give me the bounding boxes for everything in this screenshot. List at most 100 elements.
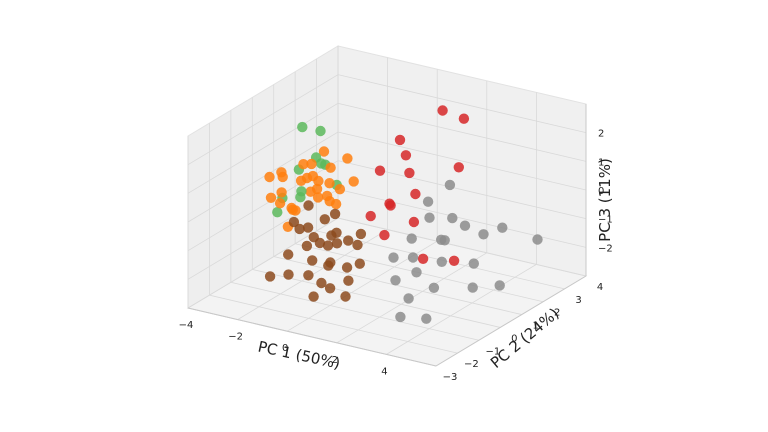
data-point	[265, 192, 277, 203]
data-point	[322, 240, 334, 251]
data-point	[290, 205, 301, 216]
z-tick-label: 2	[598, 129, 604, 140]
data-point	[532, 234, 543, 245]
data-point	[355, 228, 367, 240]
data-point	[406, 233, 417, 244]
data-point	[494, 280, 505, 291]
data-point	[421, 313, 432, 324]
data-point	[283, 249, 294, 260]
data-point	[325, 162, 336, 173]
data-point	[306, 158, 317, 170]
z-tick-label: 1	[598, 157, 604, 168]
z-tick-label: −1	[598, 215, 613, 226]
data-point	[403, 293, 414, 304]
data-point	[307, 170, 319, 182]
data-point	[424, 212, 435, 223]
data-point	[330, 198, 342, 210]
x-tick-label: 2	[332, 355, 338, 366]
data-point	[417, 253, 429, 264]
y-tick-label: −3	[443, 372, 458, 383]
z-grid-line	[187, 74, 587, 166]
data-point	[296, 186, 307, 197]
y-tick-label: 2	[554, 308, 560, 319]
data-point	[311, 183, 323, 195]
data-point	[439, 235, 450, 246]
data-point	[276, 187, 287, 198]
axis-lines	[187, 104, 587, 367]
data-point	[436, 256, 447, 267]
z-axis-label: PC 3 (11%)	[596, 158, 614, 242]
data-point	[318, 146, 330, 157]
data-point	[410, 188, 421, 200]
data-point	[303, 270, 314, 281]
data-point	[395, 311, 406, 323]
data-point	[319, 214, 330, 225]
x-axis-label: PC 1 (50%)	[256, 338, 342, 373]
data-point	[390, 275, 401, 286]
data-point	[343, 275, 354, 286]
data-point	[308, 291, 319, 302]
data-point	[331, 238, 343, 249]
data-point	[352, 239, 363, 251]
data-point	[458, 113, 470, 124]
data-point	[468, 258, 479, 269]
y-tick-label: 0	[511, 333, 517, 344]
data-point	[302, 222, 314, 233]
data-point	[277, 171, 288, 183]
x-tick-label: −4	[179, 320, 194, 331]
data-point	[326, 230, 337, 241]
data-point	[428, 282, 440, 293]
x-tick-label: −2	[228, 332, 243, 343]
data-point	[342, 153, 353, 164]
data-point	[394, 134, 406, 146]
z-grid-line	[187, 160, 587, 252]
data-point	[340, 291, 351, 302]
data-point	[341, 262, 353, 273]
data-point	[272, 207, 283, 218]
data-point	[447, 212, 458, 224]
data-point	[324, 178, 335, 189]
data-point	[307, 255, 318, 266]
data-point	[294, 223, 305, 235]
data-point	[295, 175, 307, 186]
data-point	[459, 220, 471, 231]
data-point	[316, 277, 327, 289]
data-point	[374, 165, 386, 176]
data-point	[497, 222, 508, 233]
data-point	[384, 198, 395, 209]
data-point	[444, 179, 456, 191]
data-point	[348, 176, 359, 187]
data-point	[264, 271, 276, 282]
data-point	[408, 216, 420, 228]
y-tick-label: 3	[575, 295, 581, 306]
data-point	[329, 208, 341, 220]
y-tick-label: −2	[464, 359, 479, 370]
data-point	[453, 162, 464, 173]
data-point	[437, 105, 448, 116]
x-axis-line	[187, 307, 437, 367]
data-point	[321, 190, 333, 202]
data-point	[312, 192, 324, 203]
data-points	[264, 105, 543, 324]
data-point	[325, 257, 336, 268]
z-tick-label: 0	[598, 186, 604, 197]
data-point	[303, 200, 314, 211]
z-grid-line	[187, 131, 587, 223]
data-point	[411, 267, 422, 278]
z-grid-line	[187, 102, 587, 194]
data-point	[288, 216, 300, 228]
data-point	[448, 255, 460, 266]
data-point	[379, 229, 390, 241]
data-point	[301, 240, 313, 252]
data-point	[365, 210, 376, 222]
x-tick-label: 0	[282, 343, 288, 354]
data-point	[298, 159, 309, 170]
data-point	[283, 269, 294, 280]
y-tick-label: −1	[485, 346, 500, 357]
data-point	[400, 150, 412, 161]
y-axis-line	[435, 275, 587, 367]
data-point	[334, 184, 346, 195]
data-point	[343, 235, 354, 246]
data-point	[407, 252, 419, 263]
data-point	[264, 171, 275, 183]
